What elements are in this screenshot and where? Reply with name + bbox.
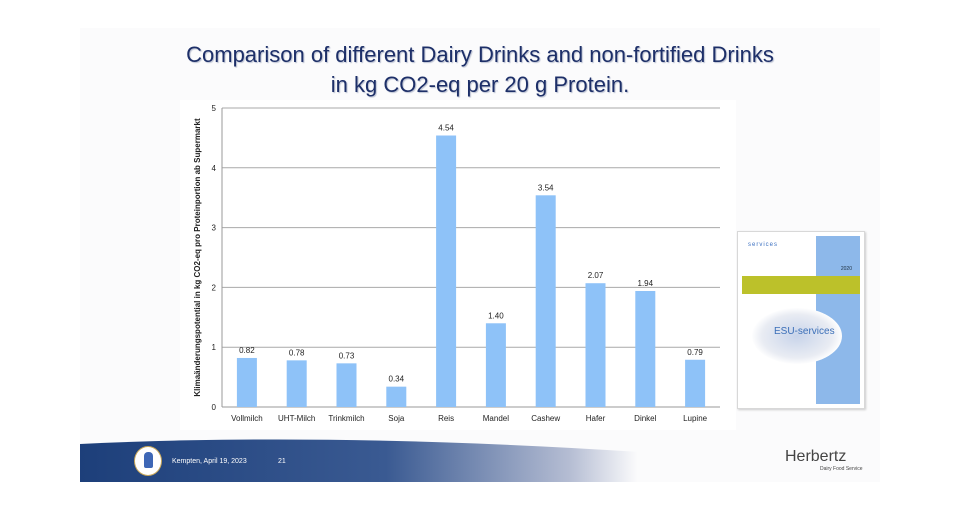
x-tick-label: Soja [388,414,405,423]
bar-trinkmilch [336,363,357,407]
title-line-2: in kg CO2-eq per 20 g Protein. [330,72,630,97]
x-tick-label: Mandel [483,414,509,423]
bar-soja [386,386,407,407]
herbertz-logo-subtitle: Dairy Food Service [820,466,863,472]
bar-lupine [685,359,706,407]
word-cloud: ESU-services [752,308,842,364]
data-label: 2.07 [588,271,604,280]
slide-title: Comparison of different Dairy Drinks and… [80,40,880,100]
data-label: 3.54 [538,183,554,192]
bar-uht-milch [286,360,307,407]
data-label: 1.94 [638,279,654,288]
page-number: 21 [278,458,286,465]
y-tick-label: 0 [212,403,217,412]
x-tick-label: Lupine [683,414,708,423]
data-label: 4.54 [438,124,454,133]
x-tick-label: Hafer [586,414,606,423]
herbertz-logo: Herbertz [785,448,847,465]
data-label: 0.78 [289,348,305,357]
y-tick-label: 5 [212,104,217,113]
data-label: 0.79 [687,348,703,357]
y-tick-label: 2 [212,283,217,292]
x-tick-label: Reis [438,414,454,423]
bar-vollmilch [236,357,257,407]
title-line-1: Comparison of different Dairy Drinks and… [186,42,774,67]
data-label: 0.73 [339,351,355,360]
y-tick-label: 1 [212,343,217,352]
cover-brand: services [748,242,779,248]
bar-reis [436,135,457,407]
report-cover-image: services 2020 ESU-services [737,231,865,409]
data-label: 0.34 [389,375,405,384]
bar-chart: 0 1 2 3 4 5 0.82 Vollmilch 0.78 UHT-Milch 0.73 Trin… [180,100,736,430]
y-axis-label: Klimaänderungspotential in kg CO2-eq pro… [193,118,202,397]
x-tick-label: Vollmilch [231,414,263,423]
x-tick-label: Cashew [531,414,560,423]
x-tick-label: UHT-Milch [278,414,315,423]
bar-dinkel [635,290,656,407]
cover-year: 2020 [840,266,852,272]
chart-svg: 0 1 2 3 4 5 0.82 Vollmilch 0.78 UHT-Milch 0.73 Trin… [193,104,720,423]
footer-date: Kempten, April 19, 2023 [172,458,247,465]
y-tick-label: 4 [212,164,217,173]
bar-hafer [585,283,606,407]
data-label: 0.82 [239,346,255,355]
organization-logo [134,446,162,476]
bar-mandel [485,323,506,407]
bar-cashew [535,195,556,407]
x-tick-label: Dinkel [634,414,656,423]
data-label: 1.40 [488,311,504,320]
x-tick-label: Trinkmilch [328,414,364,423]
y-tick-label: 3 [212,224,217,233]
slide-footer [80,436,880,482]
